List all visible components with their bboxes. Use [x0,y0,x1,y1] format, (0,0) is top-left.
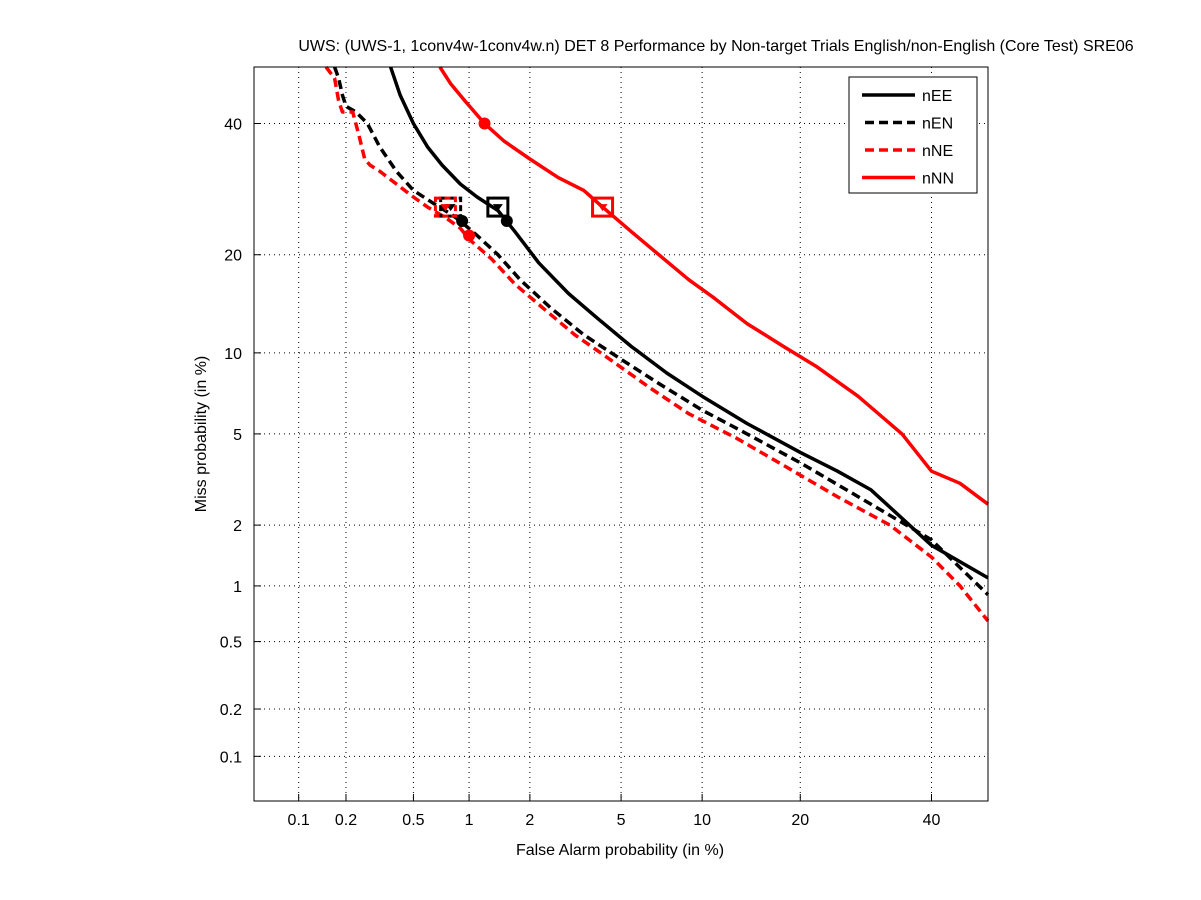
x-tick-label: 0.2 [335,812,357,829]
x-tick-label: 0.1 [288,812,310,829]
curve-nEE [388,66,989,580]
y-tick-label: 20 [224,248,242,265]
markers [433,117,615,242]
chart-title: UWS: (UWS-1, 1conv4w-1conv4w.n) DET 8 Pe… [298,38,1133,55]
legend: nEE nEN nNE nNN [848,76,978,194]
x-tick-label: 10 [693,812,711,829]
min-dcf-circle-nEN [456,214,469,227]
legend-label-nNN: nNN [922,171,954,188]
curve-nEN [332,66,990,596]
y-ticks: 0.1 0.2 0.5 1 2 5 10 20 40 [220,117,261,766]
y-tick-label: 0.1 [220,749,242,766]
min-dcf-circle-nNE [463,229,476,242]
x-tick-label: 1 [465,812,474,829]
y-tick-label: 0.2 [220,702,242,719]
y-tick-label: 10 [224,346,242,363]
x-tick-label: 2 [525,812,534,829]
x-tick-label: 40 [923,812,941,829]
x-axis-label: False Alarm probability (in %) [516,842,724,859]
actual-dcf-box-nEE [486,196,510,218]
x-tick-label: 0.5 [402,812,424,829]
y-tick-label: 2 [233,518,242,535]
actual-dcf-box-nEN [439,196,463,218]
x-tick-label: 20 [791,812,809,829]
actual-dcf-box-nNN [591,196,615,218]
y-tick-label: 0.5 [220,635,242,652]
x-ticks: 0.1 0.2 0.5 1 2 5 10 20 40 [288,794,941,829]
y-tick-label: 5 [233,427,242,444]
min-dcf-circle-nEE [500,214,513,227]
legend-label-nEN: nEN [922,116,953,133]
y-tick-label: 1 [233,579,242,596]
x-tick-label: 5 [617,812,626,829]
dcf-triangle-nNE [440,204,451,212]
actual-dcf-box-nNE [433,196,457,218]
dcf-triangle-nNN [597,204,608,212]
curve-nNN [438,66,990,506]
dcf-triangle-nEE [492,204,503,212]
min-dcf-circle-nNN [478,117,491,130]
y-tick-label: 40 [224,117,242,134]
legend-label-nNE: nNE [922,143,953,160]
y-axis-label: Miss probability (in %) [193,356,210,512]
legend-label-nEE: nEE [922,88,952,105]
